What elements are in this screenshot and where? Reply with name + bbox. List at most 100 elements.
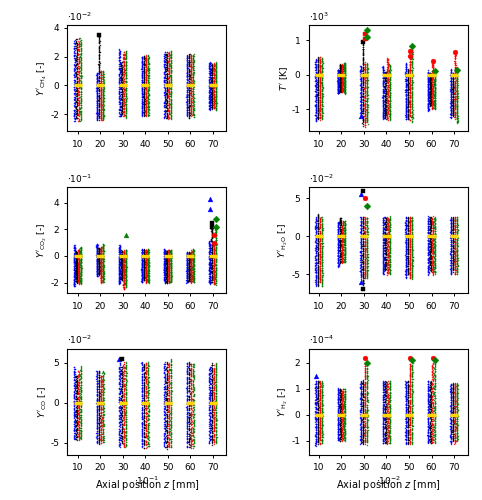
Point — [426, 236, 434, 244]
Point — [312, 84, 320, 92]
Point — [334, 84, 342, 92]
Point — [312, 66, 320, 74]
Point — [404, 378, 412, 386]
Point — [451, 232, 458, 239]
Point — [360, 74, 367, 82]
Point — [384, 220, 391, 228]
Point — [116, 360, 123, 368]
Point — [357, 228, 364, 236]
Point — [312, 392, 320, 400]
Point — [208, 424, 215, 432]
Point — [163, 258, 171, 266]
Point — [359, 416, 367, 424]
Point — [183, 429, 191, 437]
Point — [208, 240, 216, 248]
Point — [357, 80, 365, 88]
Point — [140, 54, 148, 62]
Point — [425, 436, 432, 444]
Point — [208, 69, 216, 77]
Point — [406, 60, 414, 68]
Point — [386, 97, 393, 105]
Point — [143, 414, 150, 422]
Point — [75, 385, 82, 393]
Point — [206, 82, 214, 90]
Point — [190, 269, 198, 277]
Point — [208, 366, 215, 374]
Point — [447, 66, 455, 74]
Point — [161, 113, 168, 121]
Point — [212, 389, 219, 397]
Point — [185, 402, 193, 410]
Point — [338, 61, 346, 69]
Point — [167, 380, 174, 388]
Point — [120, 425, 127, 433]
Point — [425, 410, 432, 418]
Point — [336, 76, 344, 84]
Point — [165, 258, 173, 266]
Point — [408, 421, 416, 429]
Point — [364, 376, 372, 384]
Point — [380, 224, 388, 232]
Point — [314, 210, 321, 218]
Point — [208, 426, 216, 434]
Point — [71, 116, 79, 124]
Point — [454, 423, 461, 431]
Point — [429, 63, 437, 71]
Point — [75, 266, 83, 274]
Point — [453, 84, 461, 92]
Point — [208, 72, 215, 80]
Point — [454, 417, 461, 425]
Point — [70, 257, 78, 265]
Point — [208, 248, 215, 256]
Point — [312, 88, 320, 96]
Point — [425, 236, 432, 244]
Point — [451, 240, 458, 248]
Point — [95, 254, 103, 262]
Point — [115, 90, 123, 98]
Point — [185, 276, 193, 283]
Point — [428, 76, 436, 84]
Point — [75, 279, 82, 287]
Point — [210, 241, 218, 249]
Point — [77, 374, 85, 382]
Point — [341, 394, 348, 402]
Point — [314, 276, 321, 284]
Point — [161, 52, 169, 60]
Point — [386, 244, 394, 252]
Point — [145, 272, 152, 280]
Point — [379, 432, 387, 440]
Point — [362, 68, 369, 76]
Point — [165, 274, 173, 282]
Point — [317, 253, 324, 261]
Point — [190, 98, 198, 106]
Point — [386, 237, 393, 245]
Point — [163, 381, 171, 389]
Point — [163, 256, 171, 264]
Point — [186, 394, 193, 402]
Point — [405, 79, 413, 87]
Point — [142, 272, 150, 280]
Point — [408, 240, 416, 248]
Point — [189, 248, 197, 256]
Point — [339, 85, 347, 93]
Point — [206, 242, 214, 250]
Point — [95, 271, 103, 279]
Point — [447, 408, 455, 416]
Point — [212, 278, 219, 285]
Point — [145, 256, 152, 264]
Point — [339, 419, 347, 427]
Point — [70, 406, 78, 414]
Point — [208, 229, 215, 237]
Point — [311, 398, 319, 406]
Point — [319, 226, 326, 234]
Point — [312, 436, 320, 444]
Point — [138, 255, 146, 263]
Point — [314, 79, 322, 87]
Point — [334, 82, 342, 90]
Point — [447, 387, 455, 395]
Point — [318, 414, 326, 422]
Point — [118, 90, 125, 98]
Point — [427, 254, 435, 262]
Point — [99, 438, 107, 446]
Point — [406, 411, 414, 419]
